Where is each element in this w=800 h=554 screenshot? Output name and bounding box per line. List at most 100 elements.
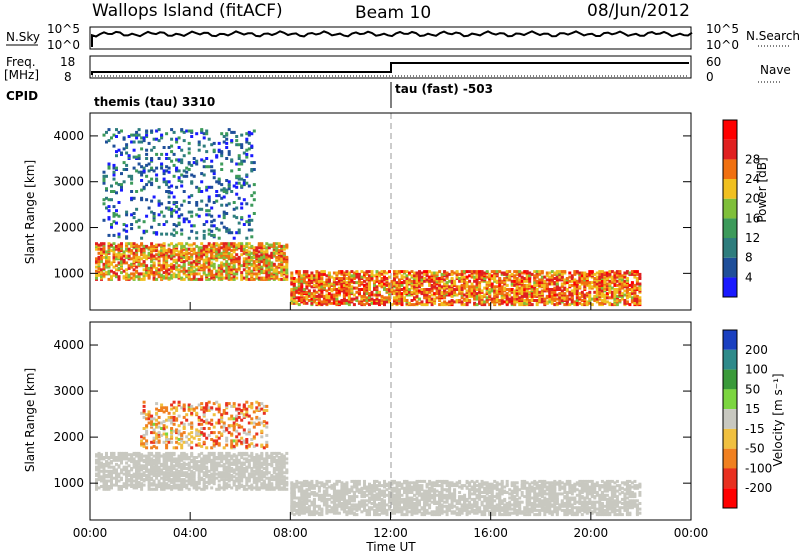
power-cell	[455, 299, 459, 302]
power-cell	[307, 274, 311, 278]
power-cell	[270, 243, 274, 247]
power-cell	[460, 288, 464, 291]
power-cell	[610, 286, 614, 290]
nsearch-label: N.Search	[746, 29, 800, 43]
power-cell	[137, 128, 141, 132]
power-cell	[580, 294, 584, 298]
power-cell	[240, 206, 244, 210]
velocity-cell	[142, 483, 146, 487]
power-cell	[628, 271, 632, 275]
power-cell	[225, 276, 229, 280]
power-cell	[327, 292, 331, 296]
power-cell	[275, 265, 279, 269]
power-cell	[115, 154, 118, 158]
power-cell	[167, 250, 171, 254]
power-cell	[245, 264, 249, 268]
power-cell	[305, 301, 309, 305]
power-cell	[117, 275, 121, 279]
power-cell	[172, 264, 176, 268]
velocity-cell	[245, 465, 249, 469]
power-cell	[257, 242, 261, 246]
power-cell	[197, 143, 201, 147]
power-cell	[172, 272, 176, 276]
power-cell	[155, 243, 159, 247]
velocity-cell	[267, 476, 271, 480]
power-cell	[337, 286, 341, 290]
velocity-cell	[260, 478, 264, 482]
power-cell	[320, 285, 324, 289]
power-cell	[458, 272, 462, 276]
velocity-cell	[322, 497, 326, 501]
power-cell	[365, 277, 369, 280]
power-cell	[423, 296, 427, 300]
power-cell	[425, 293, 429, 297]
power-cell	[267, 243, 271, 247]
power-cell	[588, 281, 592, 285]
power-cell	[137, 162, 141, 166]
power-cell	[610, 290, 614, 294]
power-cell	[428, 279, 432, 283]
power-cell	[175, 210, 179, 214]
power-cell	[222, 276, 226, 280]
power-cell	[117, 255, 121, 259]
velocity-cell	[190, 482, 194, 486]
power-cell	[568, 290, 572, 294]
power-cell	[635, 294, 639, 298]
velocity-cell	[107, 475, 111, 479]
power-cell	[593, 299, 597, 302]
velocity-cell	[205, 465, 209, 469]
power-cell	[347, 283, 351, 287]
power-cell	[613, 271, 617, 275]
velocity-cell	[247, 462, 251, 466]
power-cell	[578, 296, 582, 300]
power-cell	[260, 249, 264, 253]
power-cell	[125, 163, 129, 167]
power-cell	[162, 172, 166, 176]
power-cell	[227, 231, 231, 235]
power-cell	[217, 214, 221, 218]
power-cell	[593, 272, 597, 276]
power-cell	[565, 277, 569, 280]
power-cell	[202, 144, 206, 148]
power-cell	[535, 270, 539, 274]
power-cell	[277, 244, 281, 248]
power-cell	[280, 277, 284, 281]
power-cell	[162, 180, 166, 184]
velocity-cell	[167, 483, 171, 487]
power-cell	[197, 272, 201, 276]
power-cell	[520, 297, 524, 301]
power-cell	[450, 301, 454, 305]
power-cell	[185, 129, 189, 133]
power-cell	[277, 242, 281, 246]
velocity-cell	[270, 478, 274, 482]
power-cell	[352, 274, 356, 278]
power-cell	[510, 279, 514, 283]
velocity-cell	[140, 453, 144, 457]
power-cell	[180, 232, 184, 236]
power-cell	[335, 297, 339, 301]
velocity-cell	[187, 487, 191, 491]
power-cell	[465, 299, 469, 302]
power-cell	[160, 273, 164, 277]
velocity-cell	[265, 457, 269, 461]
power-cell	[600, 294, 604, 298]
power-cell	[105, 140, 108, 144]
power-cell	[540, 292, 544, 296]
power-cell	[395, 275, 399, 279]
velocity-cell	[245, 457, 249, 461]
velocity-cell	[157, 451, 161, 455]
power-cell	[225, 188, 229, 192]
velocity-cell	[185, 457, 189, 461]
power-cell	[222, 210, 226, 214]
power-cell	[445, 290, 449, 294]
velocity-cell	[95, 458, 98, 462]
power-cell	[175, 265, 179, 269]
power-cell	[305, 294, 309, 298]
power-cell	[250, 251, 254, 255]
velocity-cell	[192, 480, 196, 484]
power-cell	[460, 292, 464, 296]
power-cell	[335, 281, 339, 285]
power-cell	[177, 264, 181, 268]
power-cell	[523, 277, 527, 280]
power-cell	[137, 275, 141, 279]
